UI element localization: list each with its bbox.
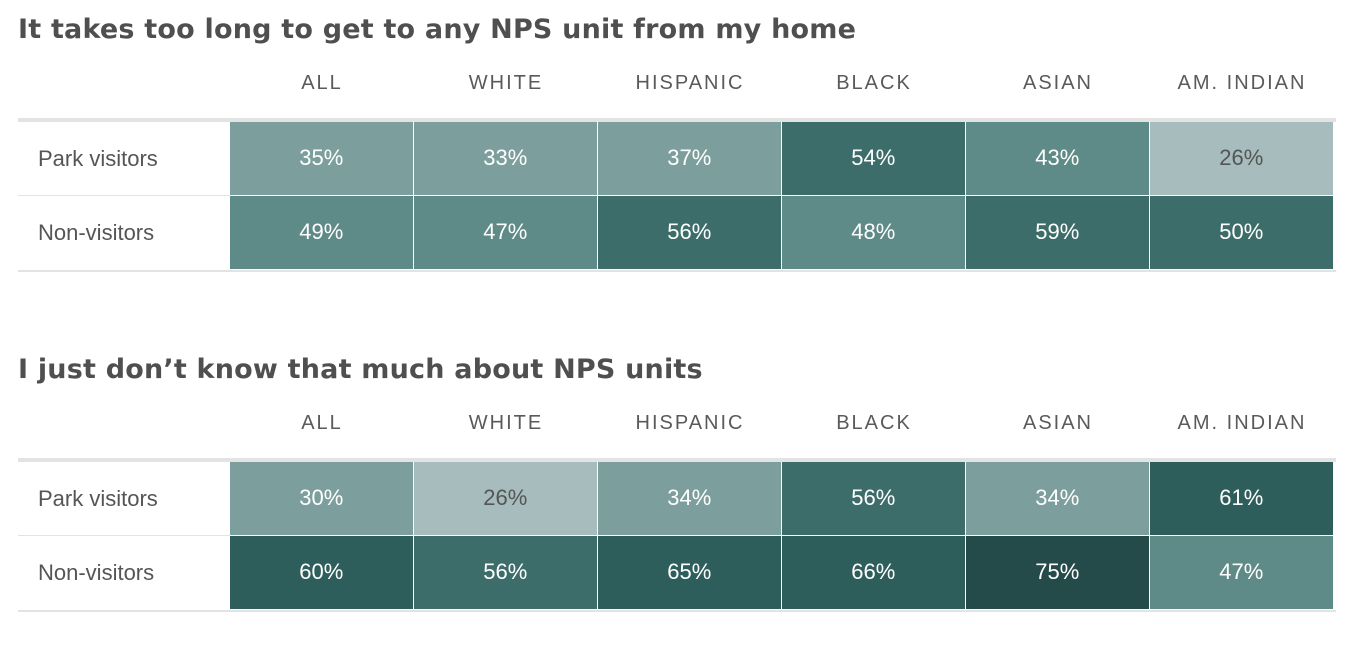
bottom-rule (18, 610, 1336, 612)
column-header: AM. INDIAN (1177, 72, 1307, 94)
heatmap-cell: 48% (782, 196, 965, 269)
heatmap-cell: 33% (414, 122, 597, 195)
heatmap-cell: 59% (966, 196, 1149, 269)
column-header: WHITE (468, 72, 544, 94)
heatmap-cell: 61% (1150, 462, 1333, 535)
heatmap-cell: 56% (782, 462, 965, 535)
column-header: HISPANIC (635, 72, 745, 94)
column-header: BLACK (836, 412, 912, 434)
heatmap-cell: 47% (1150, 536, 1333, 609)
heatmap-cell: 54% (782, 122, 965, 195)
column-header: AM. INDIAN (1177, 412, 1307, 434)
heatmap-cell: 47% (414, 196, 597, 269)
heatmap-cell: 65% (598, 536, 781, 609)
column-header: ASIAN (1022, 72, 1094, 94)
row-label: Park visitors (38, 146, 158, 171)
heatmap-cell: 34% (966, 462, 1149, 535)
heatmap-cell: 43% (966, 122, 1149, 195)
heatmap-panel-2: I just don’t know that much about NPS un… (18, 354, 1336, 616)
heatmap-cell: 26% (414, 462, 597, 535)
heatmap-cell: 30% (230, 462, 413, 535)
chart-title: I just don’t know that much about NPS un… (18, 354, 703, 385)
column-header: ALL (301, 412, 343, 434)
header-rule (18, 118, 1336, 122)
row-divider (18, 195, 230, 196)
heatmap-cell: 49% (230, 196, 413, 269)
column-header: HISPANIC (635, 412, 745, 434)
row-label: Non-visitors (38, 220, 155, 245)
heatmap-cell: 75% (966, 536, 1149, 609)
heatmap-cell: 26% (1150, 122, 1333, 195)
heatmap-cell: 50% (1150, 196, 1333, 269)
heatmap-cell: 66% (782, 536, 965, 609)
heatmap-cell: 34% (598, 462, 781, 535)
column-header: BLACK (836, 72, 912, 94)
heatmap-cell: 60% (230, 536, 413, 609)
row-label: Park visitors (38, 486, 158, 511)
row-label: Non-visitors (38, 560, 155, 585)
row-divider (18, 535, 230, 536)
bottom-rule (18, 270, 1336, 272)
chart-title: It takes too long to get to any NPS unit… (18, 14, 857, 45)
heatmap-cell: 56% (598, 196, 781, 269)
heatmap-cell: 37% (598, 122, 781, 195)
header-rule (18, 458, 1336, 462)
heatmap-cell: 56% (414, 536, 597, 609)
heatmap-cell: 35% (230, 122, 413, 195)
column-header: ASIAN (1022, 412, 1094, 434)
column-header: ALL (301, 72, 343, 94)
heatmap-panel-1: It takes too long to get to any NPS unit… (18, 14, 1336, 276)
column-header: WHITE (468, 412, 544, 434)
